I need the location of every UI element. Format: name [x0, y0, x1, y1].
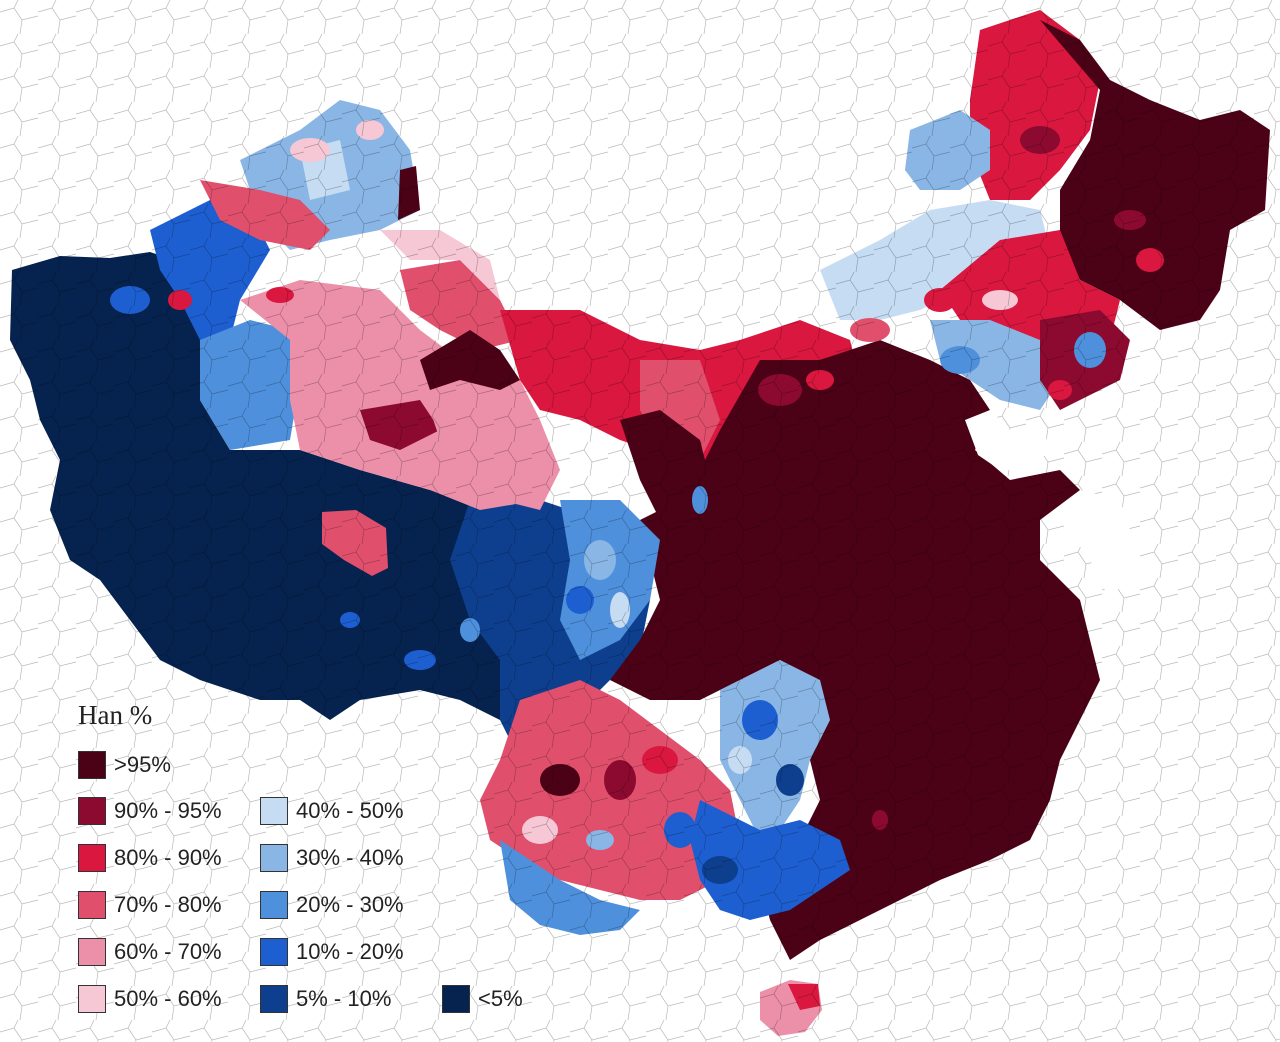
legend-item-30-40: 30% - 40%: [260, 843, 404, 873]
legend-label: 5% - 10%: [296, 986, 392, 1011]
legend-swatch: [78, 844, 106, 872]
legend-label: 10% - 20%: [296, 939, 404, 964]
legend-label: 20% - 30%: [296, 892, 404, 917]
legend-swatch: [78, 938, 106, 966]
legend-label: 60% - 70%: [114, 939, 222, 964]
legend-label: 90% - 95%: [114, 798, 222, 823]
legend-swatch: [260, 844, 288, 872]
legend-item-lt5: <5%: [442, 984, 523, 1014]
legend-label: 30% - 40%: [296, 845, 404, 870]
legend-label: 70% - 80%: [114, 892, 222, 917]
legend-item-50-60: 50% - 60%: [78, 984, 222, 1014]
legend-item-10-20: 10% - 20%: [260, 937, 404, 967]
legend-swatch: [260, 985, 288, 1013]
legend-label: <5%: [478, 986, 523, 1011]
legend-label: 40% - 50%: [296, 798, 404, 823]
legend-swatch: [78, 891, 106, 919]
legend-item-40-50: 40% - 50%: [260, 796, 404, 826]
legend-item-20-30: 20% - 30%: [260, 890, 404, 920]
legend-swatch: [78, 797, 106, 825]
legend-swatch: [442, 985, 470, 1013]
legend-item-90-95: 90% - 95%: [78, 796, 222, 826]
legend-item-70-80: 70% - 80%: [78, 890, 222, 920]
yellow-sea-coast: [1060, 490, 1140, 600]
bohai-sea: [965, 410, 1050, 470]
legend-item-80-90: 80% - 90%: [78, 843, 222, 873]
legend-swatch: [260, 891, 288, 919]
legend-item-5-10: 5% - 10%: [260, 984, 391, 1014]
legend-label: >95%: [114, 752, 171, 777]
legend-swatch: [260, 797, 288, 825]
legend-label: 50% - 60%: [114, 986, 222, 1011]
legend-item-60-70: 60% - 70%: [78, 937, 222, 967]
legend-swatch: [78, 751, 106, 779]
legend-swatch: [78, 985, 106, 1013]
legend-title: Han %: [78, 700, 153, 730]
legend-label: 80% - 90%: [114, 845, 222, 870]
legend-swatch: [260, 938, 288, 966]
legend-item-gt95: >95%: [78, 750, 171, 780]
